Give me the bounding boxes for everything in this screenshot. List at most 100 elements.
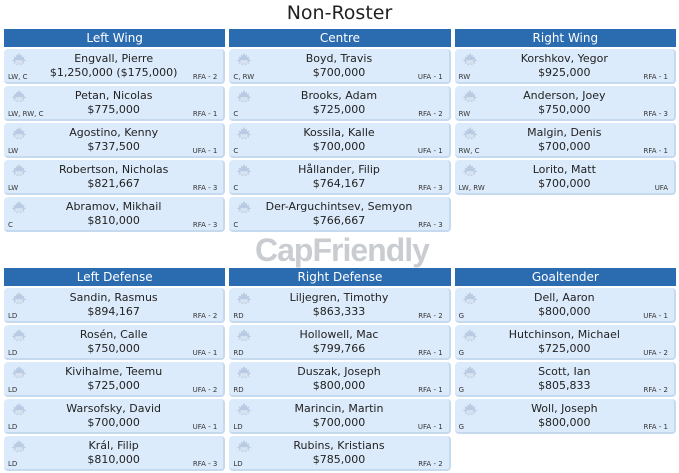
player-position: G	[458, 386, 465, 394]
player-card[interactable]: Hållander, Filip $764,167 C RFA - 3	[229, 160, 451, 195]
player-card[interactable]: Malgin, Denis $700,000 RW, C RFA - 1	[454, 123, 676, 158]
player-card[interactable]: Warsofsky, David $700,000 LD UFA - 1	[4, 399, 226, 434]
player-name[interactable]: Malgin, Denis	[527, 126, 602, 139]
player-card[interactable]: Král, Filip $810,000 LD RFA - 3	[4, 436, 226, 471]
player-name[interactable]: Duszak, Joseph	[297, 365, 381, 378]
player-salary: $785,000	[312, 453, 366, 466]
maple-leaf-icon	[11, 439, 27, 453]
player-name[interactable]: Kossila, Kalle	[303, 126, 375, 139]
player-position: C	[233, 110, 239, 118]
player-card[interactable]: Agostino, Kenny $737,500 LW UFA - 1	[4, 123, 226, 158]
player-name[interactable]: Marincin, Martin	[294, 402, 384, 415]
contract-status: RFA - 1	[643, 147, 668, 155]
player-card[interactable]: Woll, Joseph $800,000 G RFA - 1	[454, 399, 676, 434]
player-name[interactable]: Engvall, Pierre	[74, 52, 154, 65]
player-card[interactable]: Boyd, Travis $700,000 C, RW UFA - 1	[229, 49, 451, 84]
contract-status: RFA - 1	[643, 423, 668, 431]
player-name[interactable]: Kivihalme, Teemu	[65, 365, 163, 378]
maple-leaf-icon	[237, 200, 252, 214]
player-salary: $810,000	[87, 214, 140, 227]
player-name[interactable]: Dell, Aaron	[534, 291, 595, 304]
maple-leaf-icon	[462, 52, 477, 66]
player-card[interactable]: Brooks, Adam $725,000 C RFA - 2	[229, 86, 451, 121]
player-name[interactable]: Rubins, Kristians	[293, 439, 385, 452]
player-position: LW	[8, 184, 19, 192]
position-column: Right Wing Korshkov, Yegor $925,000 RW RFA -…	[454, 29, 676, 234]
player-salary: $700,000	[87, 416, 140, 429]
player-position: C	[233, 184, 239, 192]
player-card[interactable]: Rubins, Kristians $785,000 LD RFA - 2	[229, 436, 451, 471]
player-name[interactable]: Der-Arguchintsev, Semyon	[265, 200, 413, 213]
player-name[interactable]: Hutchinson, Michael	[508, 328, 620, 341]
player-card[interactable]: Der-Arguchintsev, Semyon $766,667 C RFA - 3	[229, 197, 451, 232]
player-name[interactable]: Liljegren, Timothy	[289, 291, 389, 304]
maple-leaf-icon	[462, 89, 477, 103]
player-position: RW	[458, 110, 471, 118]
contract-status: RFA - 3	[418, 184, 443, 192]
player-name[interactable]: Woll, Joseph	[531, 402, 598, 415]
player-name[interactable]: Lorito, Matt	[532, 163, 596, 176]
contract-status: UFA - 1	[643, 312, 668, 320]
contract-status: UFA - 1	[417, 147, 443, 155]
position-column: Centre Boyd, Travis $700,000 C, RW UFA - 1 Br…	[229, 29, 451, 234]
maple-leaf-icon	[11, 52, 27, 66]
player-name[interactable]: Robertson, Nicholas	[58, 163, 169, 176]
column-header: Right Wing	[454, 29, 676, 47]
player-name[interactable]: Brooks, Adam	[300, 89, 378, 102]
player-name[interactable]: Scott, Ian	[538, 365, 591, 378]
player-card[interactable]: Hutchinson, Michael $725,000 G UFA - 2	[454, 325, 676, 360]
player-card[interactable]: Hollowell, Mac $799,766 RD RFA - 1	[229, 325, 451, 360]
player-card[interactable]: Korshkov, Yegor $925,000 RW RFA - 1	[454, 49, 676, 84]
player-position: G	[458, 312, 465, 320]
player-name[interactable]: Sandin, Rasmus	[69, 291, 158, 304]
player-card[interactable]: Kossila, Kalle $700,000 C UFA - 1	[229, 123, 451, 158]
player-card[interactable]: Duszak, Joseph $800,000 RD RFA - 1	[229, 362, 451, 397]
player-card[interactable]: Dell, Aaron $800,000 G UFA - 1	[454, 288, 676, 323]
player-card[interactable]: Abramov, Mikhail $810,000 C RFA - 3	[4, 197, 226, 232]
player-name[interactable]: Abramov, Mikhail	[65, 200, 162, 213]
player-card[interactable]: Engvall, Pierre $1,250,000 ($175,000) LW, …	[4, 49, 226, 84]
player-name[interactable]: Korshkov, Yegor	[520, 52, 608, 65]
page-title: Non-Roster	[286, 2, 393, 24]
contract-status: RFA - 1	[418, 349, 443, 357]
player-position: LD	[8, 460, 18, 468]
player-name[interactable]: Boyd, Travis	[305, 52, 373, 65]
player-salary: $725,000	[538, 342, 591, 355]
player-name[interactable]: Hållander, Filip	[298, 163, 380, 176]
player-card[interactable]: Liljegren, Timothy $863,333 RD RFA - 2	[229, 288, 451, 323]
player-card[interactable]: Anderson, Joey $750,000 RW RFA - 3	[454, 86, 676, 121]
column-header: Left Wing	[4, 29, 226, 47]
player-card[interactable]: Scott, Ian $805,833 G RFA - 2	[454, 362, 676, 397]
player-salary: $764,167	[312, 177, 366, 190]
player-position: LW	[8, 147, 19, 155]
player-card[interactable]: Petan, Nicolas $775,000 LW, RW, C RFA - 1	[4, 86, 226, 121]
player-card[interactable]: Rosén, Calle $750,000 LD UFA - 1	[4, 325, 226, 360]
player-name[interactable]: Petan, Nicolas	[74, 89, 153, 102]
player-position: LW, RW, C	[8, 110, 44, 118]
player-name[interactable]: Král, Filip	[88, 439, 139, 452]
contract-status: UFA - 1	[192, 423, 218, 431]
maple-leaf-icon	[11, 365, 27, 379]
player-card[interactable]: Kivihalme, Teemu $725,000 LD UFA - 2	[4, 362, 226, 397]
player-card[interactable]: Robertson, Nicholas $821,667 LW RFA - 3	[4, 160, 226, 195]
maple-leaf-icon	[462, 328, 477, 342]
player-position: LD	[8, 423, 18, 431]
contract-status: RFA - 3	[192, 184, 218, 192]
player-name[interactable]: Hollowell, Mac	[299, 328, 379, 341]
maple-leaf-icon	[11, 200, 27, 214]
maple-leaf-icon	[462, 291, 477, 305]
player-position: LW, RW	[458, 184, 485, 192]
player-position: C	[233, 147, 239, 155]
player-position: RD	[233, 349, 244, 357]
player-name[interactable]: Anderson, Joey	[523, 89, 606, 102]
maple-leaf-icon	[11, 126, 27, 140]
player-name[interactable]: Warsofsky, David	[66, 402, 162, 415]
player-card[interactable]: Sandin, Rasmus $894,167 LD RFA - 2	[4, 288, 226, 323]
player-name[interactable]: Agostino, Kenny	[69, 126, 159, 139]
player-card[interactable]: Marincin, Martin $700,000 LD UFA - 1	[229, 399, 451, 434]
player-card[interactable]: Lorito, Matt $700,000 LW, RW UFA	[454, 160, 676, 195]
player-name[interactable]: Rosén, Calle	[79, 328, 148, 341]
contract-status: RFA - 2	[418, 312, 443, 320]
player-salary: $800,000	[538, 305, 591, 318]
player-position: G	[458, 349, 465, 357]
